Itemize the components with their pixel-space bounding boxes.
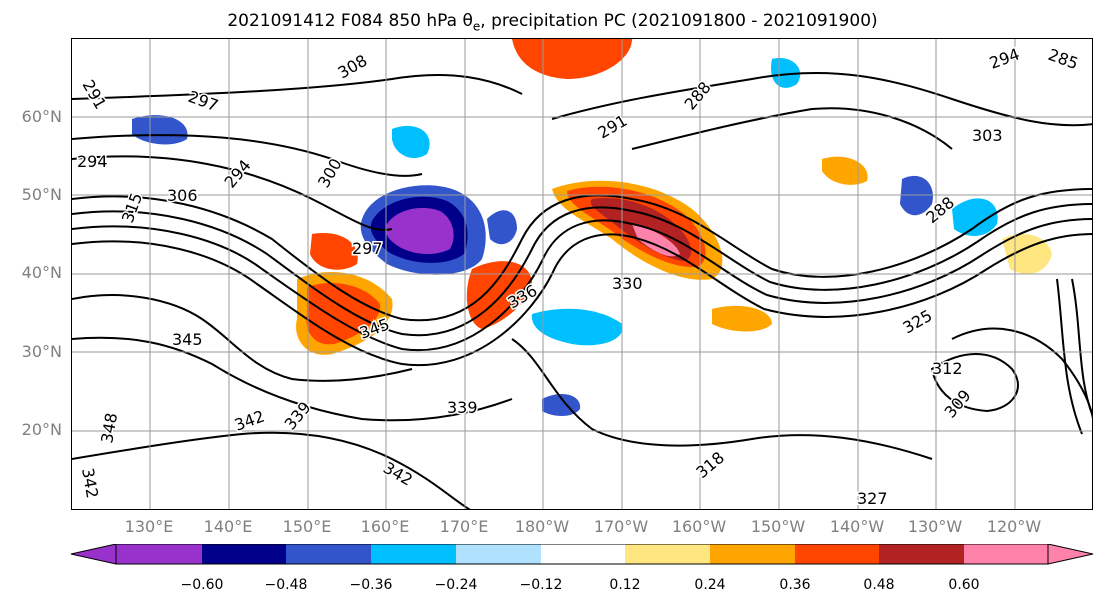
longitude-label: 150°E xyxy=(282,517,332,536)
contour-label: 308 xyxy=(335,51,371,83)
longitude-label: 160°E xyxy=(360,517,410,536)
contour-label: 300 xyxy=(314,155,346,191)
colorbar-segment xyxy=(541,544,625,564)
colorbar-segment xyxy=(879,544,964,564)
longitude-label: 140°E xyxy=(203,517,253,536)
colorbar-segment xyxy=(116,544,202,564)
colorbar-tick-label: 0.36 xyxy=(779,577,811,593)
longitude-label: 170°E xyxy=(439,517,489,536)
contour-label: 294 xyxy=(77,152,108,171)
contour-label: 342 xyxy=(380,458,416,490)
colorbar-segment xyxy=(625,544,710,564)
contour-label: 291 xyxy=(79,77,111,113)
colorbar-tick-label: −0.12 xyxy=(519,577,563,593)
contour-label: 330 xyxy=(612,274,643,293)
colorbar-tick-label: −0.24 xyxy=(434,577,478,593)
theta-e-contours xyxy=(72,71,1092,509)
colorbar-segment xyxy=(456,544,541,564)
contour-label: 312 xyxy=(932,359,963,378)
longitude-label: 140°W xyxy=(829,517,885,536)
contour-label: 297 xyxy=(352,239,383,258)
longitude-label: 150°W xyxy=(750,517,806,536)
latitude-label: 30°N xyxy=(21,342,62,361)
contour-label: 285 xyxy=(1046,45,1081,73)
colorbar-tick-label: 0.12 xyxy=(609,577,641,593)
longitude-label: 120°W xyxy=(986,517,1042,536)
latitude-label: 20°N xyxy=(21,420,62,439)
contour-label: 342 xyxy=(78,466,102,499)
contour-label: 297 xyxy=(186,87,221,115)
colorbar-segment xyxy=(710,544,795,564)
latitude-label: 60°N xyxy=(21,107,62,126)
longitude-label: 160°W xyxy=(671,517,727,536)
longitude-label: 130°E xyxy=(124,517,174,536)
colorbar-segment xyxy=(371,544,456,564)
contour-label: 327 xyxy=(857,489,888,508)
longitude-label: 180°W xyxy=(514,517,570,536)
colorbar-segment xyxy=(795,544,879,564)
colorbar-tick-label: 0.24 xyxy=(694,577,726,593)
colorbar-segment xyxy=(286,544,371,564)
colorbar-tick-label: 0.60 xyxy=(948,577,980,593)
colorbar-tick-label: −0.48 xyxy=(264,577,308,593)
contour-label: 345 xyxy=(172,330,203,349)
contour-label: 306 xyxy=(167,186,198,205)
contour-label: 288 xyxy=(681,78,715,114)
contour-label: 339 xyxy=(447,398,478,417)
latitude-label: 50°N xyxy=(21,185,62,204)
contour-label: 318 xyxy=(692,448,728,482)
map-title: 2021091412 F084 850 hPa θe, precipitatio… xyxy=(227,11,878,34)
contour-label: 294 xyxy=(987,44,1022,72)
map-plot-area: 291 308 297 294 306 315 300 294 297 330 336 345 342 3… xyxy=(71,38,1093,510)
contour-label: 348 xyxy=(97,411,121,444)
contour-label: 291 xyxy=(595,111,631,143)
longitude-label: 170°W xyxy=(593,517,649,536)
colorbar xyxy=(70,544,1094,565)
colorbar-tick-label: −0.36 xyxy=(349,577,393,593)
colorbar-border xyxy=(115,544,1049,565)
longitude-label: 130°W xyxy=(907,517,963,536)
contour-label: 339 xyxy=(281,398,315,434)
colorbar-segment xyxy=(964,544,1048,564)
colorbar-segment xyxy=(202,544,286,564)
colorbar-tick-label: 0.48 xyxy=(863,577,895,593)
contour-label: 303 xyxy=(972,126,1003,145)
map-gridlines xyxy=(72,39,1092,509)
colorbar-extend-left xyxy=(70,544,117,565)
contour-label: 294 xyxy=(221,156,255,192)
colorbar-extend-right xyxy=(1047,544,1094,565)
latitude-label: 40°N xyxy=(21,263,62,282)
precipitation-shading xyxy=(132,39,1052,416)
colorbar-tick-label: −0.60 xyxy=(180,577,224,593)
contour-label: 309 xyxy=(941,386,975,422)
contour-label: 325 xyxy=(900,306,936,338)
